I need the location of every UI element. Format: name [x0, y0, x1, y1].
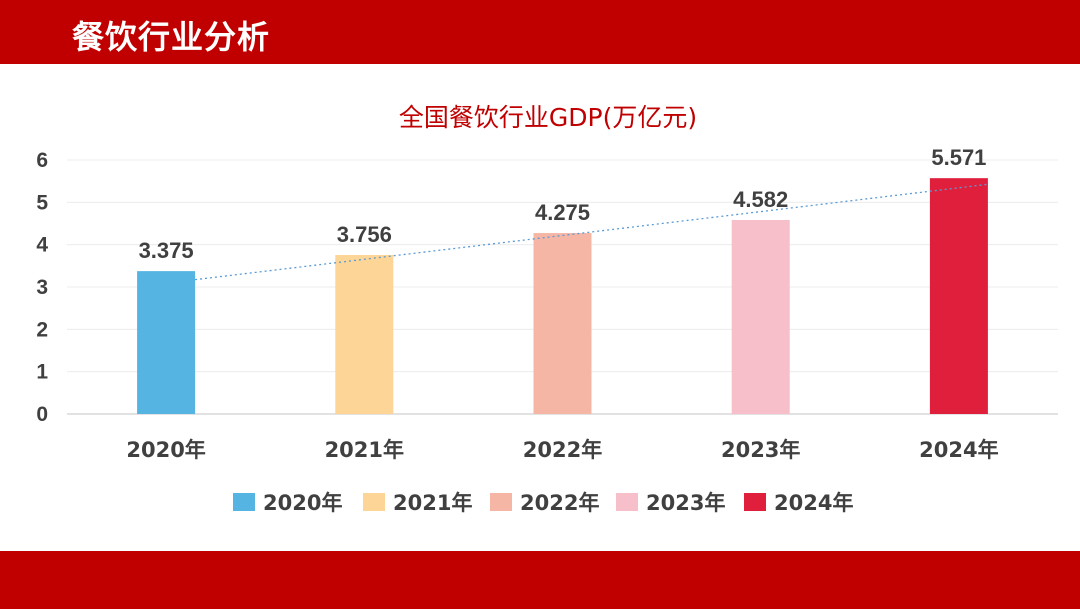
y-axis-ticks: 0 1 2 3 4 5 6	[36, 149, 48, 426]
y-tick-label: 5	[36, 191, 48, 214]
legend-label: 2020年	[263, 491, 342, 515]
footer-bar	[0, 551, 1080, 609]
data-label: 5.571	[931, 145, 986, 170]
y-tick-label: 2	[36, 318, 48, 341]
x-axis-ticks: 2020年 2021年 2022年 2023年 2024年	[126, 438, 998, 462]
x-tick-label: 2023年	[721, 438, 800, 462]
legend-swatch	[363, 493, 385, 511]
bars	[137, 178, 988, 414]
x-tick-label: 2024年	[919, 438, 998, 462]
legend-swatch	[616, 493, 638, 511]
trendline-line	[195, 183, 988, 281]
chart-title: 全国餐饮行业GDP(万亿元)	[399, 103, 697, 132]
legend: 2020年 2021年 2022年 2023年 2024年	[233, 491, 853, 515]
y-tick-label: 1	[36, 361, 48, 384]
data-label: 4.582	[733, 187, 788, 212]
data-label: 3.375	[139, 238, 194, 263]
page-title: 餐饮行业分析	[72, 18, 271, 56]
data-labels: 3.375 3.756 4.275 4.582 5.571	[139, 145, 987, 263]
legend-swatch	[744, 493, 766, 511]
bar-2021年	[335, 254, 394, 414]
x-tick-label: 2020年	[126, 438, 205, 462]
data-label: 4.275	[535, 200, 590, 225]
bar-2020年	[137, 271, 196, 414]
x-tick-label: 2022年	[523, 438, 602, 462]
y-tick-label: 4	[36, 234, 48, 257]
legend-label: 2024年	[774, 491, 853, 515]
header-bar: 餐饮行业分析	[0, 0, 1080, 64]
trendline	[195, 183, 988, 281]
legend-swatch	[490, 493, 512, 511]
data-label: 3.756	[337, 222, 392, 247]
legend-label: 2021年	[393, 491, 472, 515]
bar-2024年	[929, 178, 988, 414]
legend-label: 2022年	[520, 491, 599, 515]
y-tick-label: 6	[36, 149, 48, 172]
legend-label: 2023年	[646, 491, 725, 515]
y-tick-label: 0	[36, 403, 48, 426]
bar-2022年	[533, 233, 592, 414]
legend-swatch	[233, 493, 255, 511]
bar-2023年	[731, 220, 790, 414]
x-tick-label: 2021年	[325, 438, 404, 462]
y-tick-label: 3	[36, 276, 48, 299]
